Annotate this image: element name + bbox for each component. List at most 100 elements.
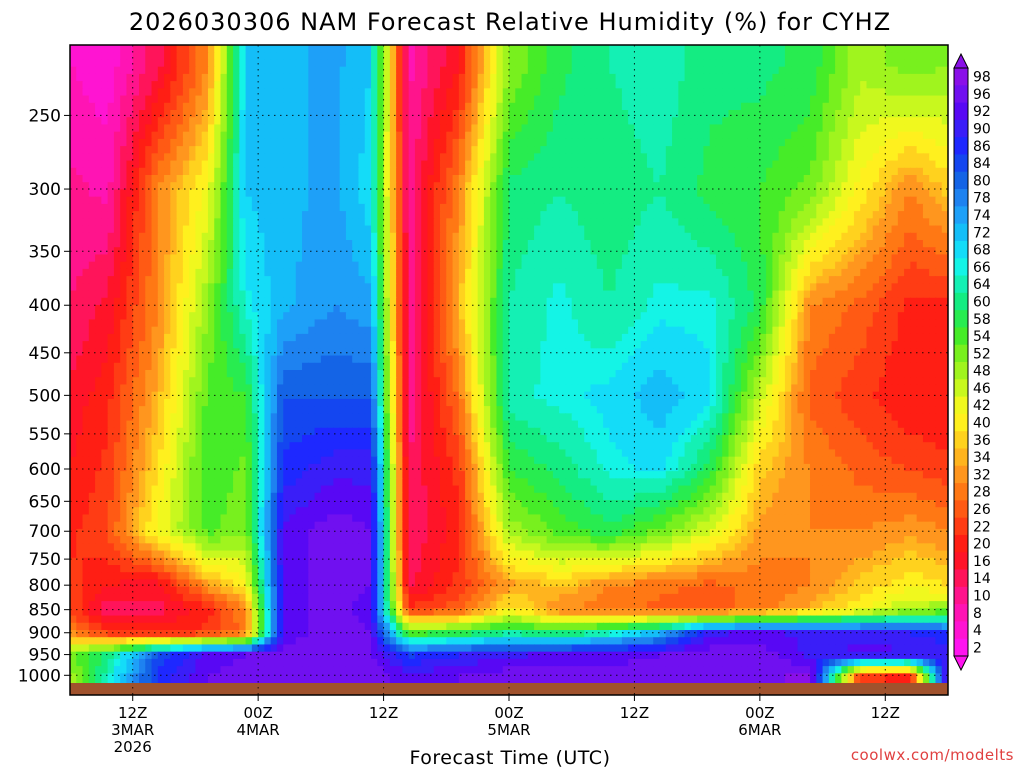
rh-cell <box>690 110 698 118</box>
rh-cell <box>584 268 592 277</box>
rh-cell <box>195 247 203 256</box>
rh-cell <box>70 276 77 284</box>
rh-cell <box>684 283 692 292</box>
rh-cell <box>552 297 560 306</box>
rh-cell <box>885 167 893 176</box>
rh-cell <box>308 203 316 212</box>
rh-cell <box>515 124 523 133</box>
rh-cell <box>759 254 767 263</box>
rh-cell <box>766 95 773 104</box>
rh-cell <box>646 276 654 284</box>
rh-cell <box>709 283 717 292</box>
rh-cell <box>446 203 454 212</box>
rh-cell <box>596 196 604 205</box>
rh-cell <box>182 225 190 234</box>
rh-cell <box>678 232 686 241</box>
rh-cell <box>546 276 554 284</box>
rh-cell <box>910 160 918 169</box>
rh-cell <box>941 52 948 61</box>
rh-cell <box>182 81 190 89</box>
rh-cell <box>264 95 272 104</box>
rh-cell <box>935 261 943 270</box>
rh-cell <box>164 218 171 227</box>
rh-cell <box>559 66 567 75</box>
rh-cell <box>515 52 523 61</box>
rh-cell <box>847 73 855 82</box>
rh-cell <box>540 225 548 234</box>
rh-cell <box>690 283 698 292</box>
rh-cell <box>496 268 504 277</box>
rh-cell <box>935 73 943 82</box>
rh-cell <box>571 81 579 89</box>
rh-cell <box>233 196 240 205</box>
rh-cell <box>615 88 623 97</box>
rh-cell <box>816 203 824 212</box>
rh-cell <box>408 81 416 89</box>
rh-cell <box>534 211 541 219</box>
rh-cell <box>440 261 447 270</box>
rh-cell <box>540 290 548 299</box>
rh-cell <box>389 261 397 270</box>
rh-cell <box>251 95 259 104</box>
rh-cell <box>113 66 121 75</box>
rh-cell <box>402 81 410 89</box>
rh-cell <box>239 268 247 277</box>
rh-cell <box>295 110 303 118</box>
rh-cell <box>571 167 579 176</box>
rh-cell <box>904 73 911 82</box>
rh-cell <box>414 160 422 169</box>
rh-cell <box>452 73 460 82</box>
rh-cell <box>377 254 385 263</box>
rh-cell <box>684 268 692 277</box>
rh-cell <box>835 261 842 270</box>
rh-cell <box>502 218 510 227</box>
rh-cell <box>916 88 924 97</box>
rh-cell <box>251 59 259 68</box>
rh-cell <box>220 52 228 61</box>
rh-cell <box>264 283 272 292</box>
rh-cell <box>402 240 410 248</box>
rh-cell <box>778 45 786 53</box>
rh-cell <box>440 153 447 162</box>
rh-cell <box>810 59 817 68</box>
rh-cell <box>157 283 165 292</box>
rh-cell <box>283 203 291 212</box>
rh-cell <box>70 232 77 241</box>
rh-cell <box>239 240 247 248</box>
rh-cell <box>358 102 366 111</box>
rh-cell <box>885 175 893 183</box>
rh-cell <box>603 182 610 191</box>
rh-cell <box>803 268 811 277</box>
rh-cell <box>935 138 943 147</box>
rh-cell <box>697 66 705 75</box>
rh-cell <box>82 167 90 176</box>
rh-cell <box>308 225 316 234</box>
rh-cell <box>741 124 748 133</box>
rh-cell <box>440 138 447 147</box>
rh-cell <box>879 240 886 248</box>
rh-cell <box>559 117 567 126</box>
rh-cell <box>120 95 128 104</box>
rh-cell <box>766 290 773 299</box>
rh-cell <box>270 153 278 162</box>
rh-cell <box>577 110 585 118</box>
rh-cell <box>904 276 911 284</box>
rh-cell <box>471 160 479 169</box>
rh-cell <box>509 102 516 111</box>
rh-cell <box>264 131 272 140</box>
rh-cell <box>414 240 422 248</box>
rh-cell <box>220 117 228 126</box>
rh-cell <box>283 196 291 205</box>
rh-cell <box>515 290 523 299</box>
rh-cell <box>333 254 341 263</box>
rh-cell <box>327 59 334 68</box>
rh-cell <box>628 146 636 154</box>
rh-cell <box>904 240 911 248</box>
rh-cell <box>458 254 466 263</box>
rh-cell <box>885 268 893 277</box>
rh-cell <box>389 131 397 140</box>
rh-cell <box>251 153 259 162</box>
rh-cell <box>546 254 554 263</box>
rh-cell <box>164 167 171 176</box>
rh-cell <box>709 240 717 248</box>
